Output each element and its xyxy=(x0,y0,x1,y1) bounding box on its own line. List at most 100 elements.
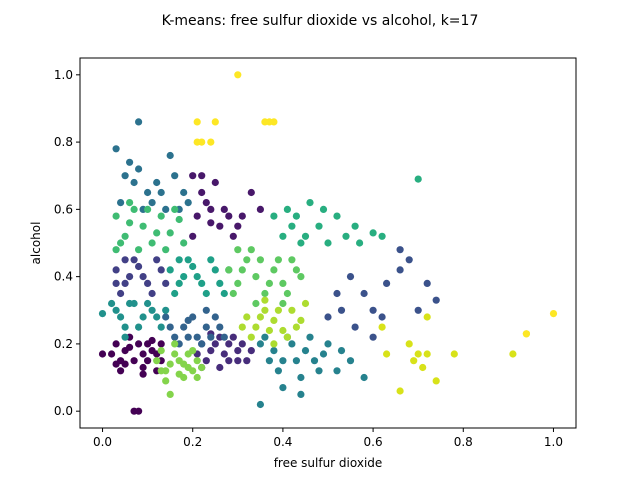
data-point xyxy=(211,118,219,126)
data-point xyxy=(351,323,359,331)
data-point xyxy=(220,350,228,358)
data-point xyxy=(189,262,197,271)
data-point xyxy=(139,370,147,378)
data-point xyxy=(157,188,165,197)
data-point xyxy=(261,333,269,341)
data-point xyxy=(193,273,201,281)
data-point xyxy=(297,239,305,247)
data-point xyxy=(234,279,242,287)
data-point xyxy=(261,306,269,314)
data-point xyxy=(297,273,305,281)
data-point xyxy=(270,316,278,324)
data-point xyxy=(198,138,206,146)
data-point xyxy=(243,313,251,321)
data-point xyxy=(153,229,161,237)
data-point xyxy=(121,333,129,341)
data-point xyxy=(135,340,143,348)
y-tick-label: 1.0 xyxy=(54,68,73,82)
data-point xyxy=(126,343,134,351)
data-point xyxy=(383,350,391,358)
data-point xyxy=(175,215,183,224)
data-point xyxy=(234,246,242,254)
data-point xyxy=(324,340,332,348)
data-point xyxy=(126,299,134,308)
data-point xyxy=(288,306,296,314)
data-point xyxy=(378,323,386,331)
data-point xyxy=(414,350,422,358)
data-point xyxy=(117,239,125,247)
data-point xyxy=(189,172,197,180)
data-point xyxy=(216,222,224,230)
data-point xyxy=(207,138,215,146)
data-point xyxy=(324,239,332,247)
data-point xyxy=(121,323,129,331)
data-point xyxy=(144,340,152,348)
data-point xyxy=(369,229,377,237)
data-point xyxy=(288,340,296,348)
data-point xyxy=(270,347,278,355)
data-point xyxy=(238,266,246,274)
data-point xyxy=(121,172,129,180)
x-axis-label: free sulfur dioxide xyxy=(274,456,383,470)
data-point xyxy=(414,306,422,314)
data-point xyxy=(247,347,255,355)
data-point xyxy=(265,118,273,126)
data-point xyxy=(252,273,260,281)
data-point xyxy=(234,357,242,365)
data-point xyxy=(139,222,147,230)
data-point xyxy=(360,289,368,298)
data-point xyxy=(333,367,341,375)
data-point xyxy=(202,306,210,314)
data-point xyxy=(274,367,282,375)
data-point xyxy=(211,266,219,274)
data-point xyxy=(225,212,233,220)
data-point xyxy=(261,296,269,304)
data-point xyxy=(337,306,346,314)
data-point xyxy=(247,188,255,197)
data-point xyxy=(396,387,404,395)
data-point xyxy=(207,205,215,213)
data-point xyxy=(144,188,152,197)
x-tick-label: 0.0 xyxy=(93,435,112,449)
points-layer xyxy=(98,71,558,415)
x-axis: 0.0 0.2 0.4 0.6 0.8 1.0 xyxy=(93,428,563,449)
data-point xyxy=(193,118,201,126)
data-point xyxy=(166,151,174,160)
data-point xyxy=(283,289,291,298)
data-point xyxy=(346,273,355,281)
data-point xyxy=(135,323,143,331)
data-point xyxy=(171,205,179,213)
x-tick-label: 0.2 xyxy=(183,435,202,449)
data-point xyxy=(162,313,170,321)
data-point xyxy=(342,232,350,240)
data-point xyxy=(292,212,300,220)
data-point xyxy=(198,188,206,197)
data-point xyxy=(423,279,431,287)
data-point xyxy=(117,367,125,375)
data-point xyxy=(166,390,174,398)
data-point xyxy=(207,256,215,264)
chart-title: K-means: free sulfur dioxide vs alcohol,… xyxy=(162,13,479,29)
y-axis-label: alcohol xyxy=(29,222,43,265)
data-point xyxy=(247,246,255,254)
data-point xyxy=(256,256,264,264)
data-point xyxy=(432,296,440,304)
data-point xyxy=(193,212,201,220)
data-point xyxy=(315,367,323,375)
data-point xyxy=(256,400,264,409)
data-point xyxy=(207,333,215,341)
data-point xyxy=(297,373,305,382)
x-tick-label: 0.6 xyxy=(364,435,383,449)
data-point xyxy=(135,165,143,173)
data-point xyxy=(162,306,170,314)
data-point xyxy=(175,357,183,365)
data-point xyxy=(144,299,152,308)
data-point xyxy=(220,205,228,213)
data-point xyxy=(112,212,120,220)
data-point xyxy=(121,279,129,287)
data-point xyxy=(211,313,219,321)
data-point xyxy=(112,145,120,153)
data-point xyxy=(112,279,120,287)
data-point xyxy=(175,256,183,264)
data-point xyxy=(423,350,431,358)
